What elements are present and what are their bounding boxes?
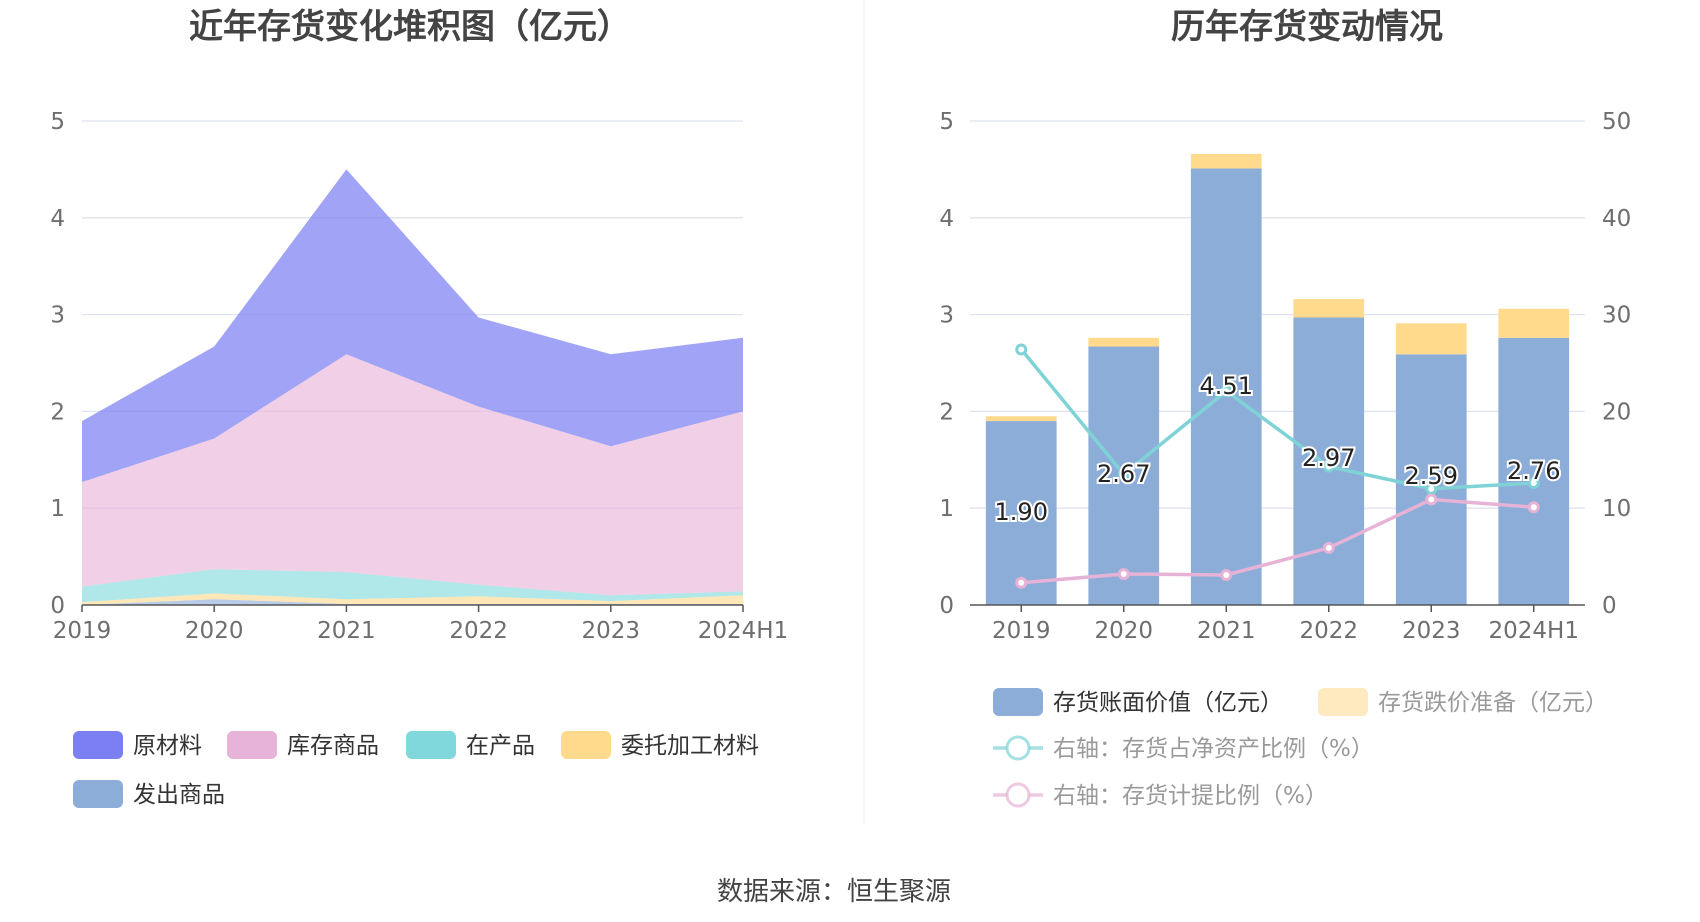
bar-value-label: 2.67 <box>1097 460 1150 488</box>
right-y2-tick-label: 50 <box>1602 109 1631 135</box>
legend-label-在产品: 在产品 <box>466 733 535 759</box>
left-y-tick-label: 2 <box>50 399 65 425</box>
legend-swatch-impairment <box>1318 688 1368 716</box>
legend-swatch-发出商品 <box>73 780 123 808</box>
legend-label-发出商品: 发出商品 <box>133 782 225 808</box>
legend-marker-ratio <box>1005 735 1031 761</box>
stacked-area-chart: 近年存货变化堆积图（亿元） 0 1 2 3 4 5 2019 2020 2021 2022 2023… <box>50 7 788 808</box>
right-x-tick-label: 2024H1 <box>1489 618 1579 644</box>
left-x-tick-label: 2024H1 <box>698 618 788 644</box>
legend-swatch-在产品 <box>406 731 456 759</box>
left-y-tick-label: 0 <box>50 593 65 619</box>
left-chart-title: 近年存货变化堆积图（亿元） <box>189 7 631 47</box>
left-y-tick-label: 4 <box>50 206 65 232</box>
legend-label-impairment: 存货跌价准备（亿元） <box>1378 690 1608 716</box>
left-x-tick-label: 2021 <box>317 618 376 644</box>
right-x-tick-label: 2020 <box>1094 618 1153 644</box>
bar-value-label: 2.97 <box>1302 444 1355 472</box>
left-areas <box>82 169 743 605</box>
area-series-发出商品 <box>82 599 743 605</box>
ratio-point <box>1527 477 1540 490</box>
right-y2-tick-label: 10 <box>1602 496 1631 522</box>
legend-label-原材料: 原材料 <box>133 733 202 759</box>
legend-swatch-库存商品 <box>227 731 277 759</box>
ratio-point <box>1220 385 1233 398</box>
area-series-在产品 <box>82 569 743 603</box>
right-legend: 存货账面价值（亿元） 存货跌价准备（亿元）右轴：存货占净资产比例（%） 右轴：存货计… <box>993 688 1608 809</box>
provision-point <box>1015 576 1028 589</box>
right-y2-tick-label: 40 <box>1602 206 1631 232</box>
legend-swatch-委托加工材料 <box>561 731 611 759</box>
right-data-labels: 1.90 2.67 4.51 2.97 2.59 2.76 <box>993 370 1563 528</box>
legend-swatch-原材料 <box>73 731 123 759</box>
bar-impairment <box>1088 337 1160 347</box>
right-x-tick-label: 2023 <box>1402 618 1461 644</box>
right-grid <box>970 120 1585 509</box>
right-y2-tick-label: 0 <box>1602 593 1617 619</box>
left-y-tick-label: 1 <box>50 496 65 522</box>
legend-swatch-book-value <box>993 688 1043 716</box>
area-series-委托加工材料 <box>82 593 743 605</box>
legend-label-provision: 右轴：存货计提比例（%） <box>1053 783 1328 809</box>
right-y-tick-label: 5 <box>939 109 954 135</box>
right-chart-title: 历年存货变动情况 <box>1171 7 1443 47</box>
left-y-tick-label: 3 <box>50 303 65 329</box>
right-lines <box>1015 343 1540 589</box>
ratio-point <box>1117 468 1130 481</box>
left-y-tick-label: 5 <box>50 109 65 135</box>
right-y-tick-label: 3 <box>939 303 954 329</box>
bar-value-label: 2.59 <box>1405 462 1458 490</box>
right-y2-tick-label: 30 <box>1602 303 1631 329</box>
bar-impairment <box>1498 308 1570 338</box>
right-y-tick-label: 0 <box>939 593 954 619</box>
ratio-point <box>1425 482 1438 495</box>
provision-point <box>1220 568 1233 581</box>
legend-marker-provision <box>1005 782 1031 808</box>
bar-impairment <box>1190 153 1262 169</box>
legend-label-库存商品: 库存商品 <box>287 733 379 759</box>
provision-line <box>1021 497 1534 585</box>
left-x-tick-label: 2023 <box>582 618 641 644</box>
right-y2-tick-label: 20 <box>1602 399 1631 425</box>
right-y-tick-label: 4 <box>939 206 954 232</box>
bar-line-chart: 历年存货变动情况 1.90 2.67 4.51 2.97 2.59 2.76 0 1 2 3 4 5… <box>939 7 1631 809</box>
ratio-point <box>1322 460 1335 473</box>
right-x-tick-label: 2019 <box>992 618 1051 644</box>
area-series-库存商品 <box>82 354 743 596</box>
left-axis: 0 1 2 3 4 5 2019 2020 2021 2022 2023 2024H1 <box>50 109 788 644</box>
bar-impairment <box>1293 299 1365 318</box>
bar-value-label: 2.76 <box>1507 457 1560 485</box>
left-x-tick-label: 2020 <box>185 618 244 644</box>
provision-point <box>1117 568 1130 581</box>
right-x-tick-label: 2021 <box>1197 618 1256 644</box>
bar-book-value <box>1395 354 1467 605</box>
data-source: 数据来源：恒生聚源 <box>717 877 951 907</box>
right-y-tick-label: 1 <box>939 496 954 522</box>
bar-value-label: 1.90 <box>995 498 1048 526</box>
right-bars <box>985 153 1570 605</box>
legend-label-book-value: 存货账面价值（亿元） <box>1053 690 1283 716</box>
bar-book-value <box>985 421 1057 605</box>
area-series-原材料 <box>82 169 743 483</box>
ratio-line <box>1019 348 1534 491</box>
right-y-tick-label: 2 <box>939 399 954 425</box>
provision-point <box>1425 493 1438 506</box>
left-x-tick-label: 2022 <box>449 618 508 644</box>
provision-point <box>1322 541 1335 554</box>
bar-impairment <box>985 416 1057 422</box>
bar-value-label: 4.51 <box>1200 372 1253 400</box>
right-x-tick-label: 2022 <box>1299 618 1358 644</box>
bar-book-value <box>1498 337 1570 605</box>
left-x-tick-label: 2019 <box>53 618 112 644</box>
legend-label-ratio: 右轴：存货占净资产比例（%） <box>1053 736 1374 762</box>
ratio-point <box>1015 343 1028 356</box>
provision-point <box>1527 501 1540 514</box>
bar-impairment <box>1395 323 1467 355</box>
legend-label-委托加工材料: 委托加工材料 <box>621 733 759 759</box>
